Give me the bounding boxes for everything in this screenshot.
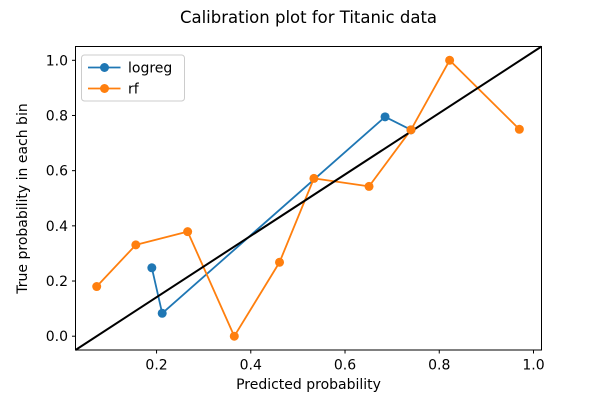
legend-sample-marker-logreg bbox=[100, 63, 109, 72]
y-axis-label: True probability in each bin bbox=[15, 103, 31, 294]
y-tick-label: 0.2 bbox=[46, 274, 68, 290]
rf-marker bbox=[131, 240, 141, 250]
rf-marker bbox=[229, 331, 239, 341]
logreg-marker bbox=[380, 112, 390, 122]
logreg-marker bbox=[157, 308, 167, 318]
legend-label-rf: rf bbox=[128, 82, 140, 98]
series-lines bbox=[95, 59, 521, 338]
x-tick-label: 1.0 bbox=[522, 358, 544, 374]
rf-marker bbox=[514, 124, 524, 134]
y-tick-label: 0.6 bbox=[46, 164, 68, 180]
x-axis-ticks: 0.2 0.4 0.6 0.8 1.0 bbox=[145, 350, 545, 374]
legend-sample-marker-rf bbox=[100, 84, 109, 93]
rf-marker bbox=[309, 173, 319, 183]
rf-marker bbox=[275, 257, 285, 267]
rf-marker bbox=[92, 282, 102, 292]
rf-marker bbox=[445, 55, 455, 65]
rf-marker bbox=[406, 125, 416, 135]
series-markers bbox=[92, 55, 524, 341]
legend-label-logreg: logreg bbox=[128, 61, 172, 77]
chart-title: Calibration plot for Titanic data bbox=[180, 8, 437, 27]
y-tick-label: 0.8 bbox=[46, 108, 68, 124]
y-tick-label: 0.0 bbox=[46, 329, 68, 345]
y-tick-label: 0.4 bbox=[46, 219, 68, 235]
x-tick-label: 0.6 bbox=[334, 358, 356, 374]
reference-diagonal-line bbox=[74, 45, 543, 351]
logreg-line bbox=[150, 115, 412, 315]
logreg-marker bbox=[147, 263, 157, 273]
y-tick-label: 1.0 bbox=[46, 53, 68, 69]
rf-marker bbox=[364, 181, 374, 191]
rf-marker bbox=[183, 227, 193, 237]
x-axis-label: Predicted probability bbox=[236, 377, 381, 393]
legend: logreg rf bbox=[81, 54, 185, 102]
x-tick-label: 0.8 bbox=[428, 358, 450, 374]
x-tick-label: 0.4 bbox=[240, 358, 262, 374]
rf-line bbox=[95, 59, 521, 338]
y-axis-ticks: 0.0 0.2 0.4 0.6 0.8 1.0 bbox=[46, 53, 76, 345]
x-tick-label: 0.2 bbox=[145, 358, 167, 374]
